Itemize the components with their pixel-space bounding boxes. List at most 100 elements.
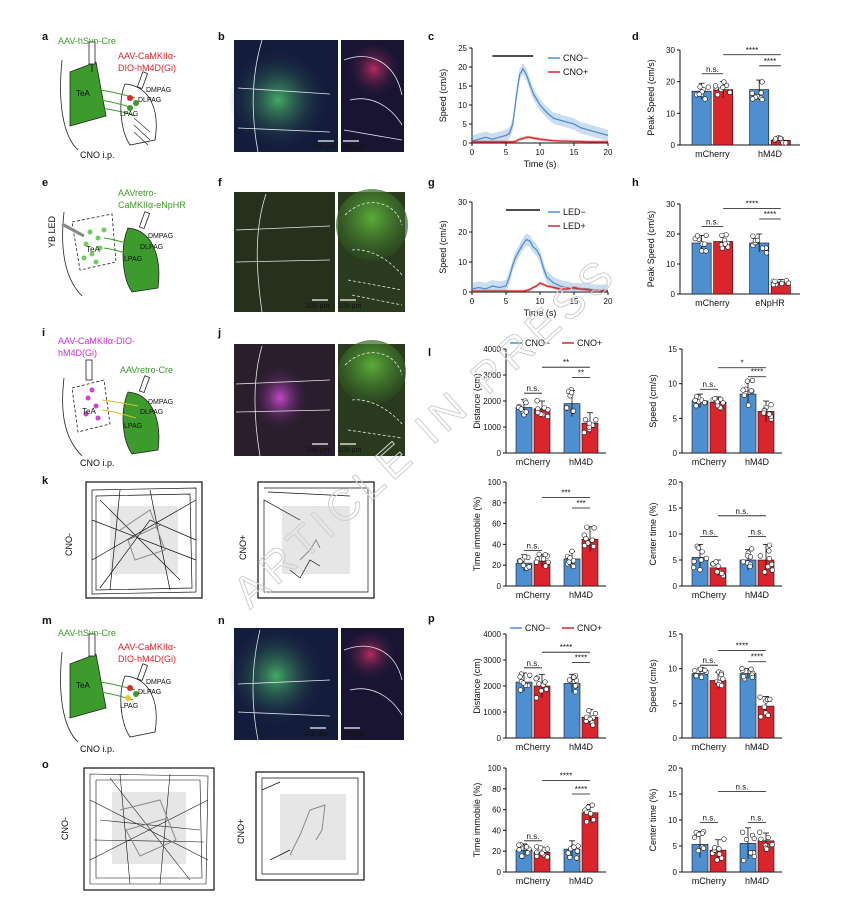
atlas-overlay bbox=[237, 629, 331, 741]
y-axis-label: Speed (cm/s) bbox=[438, 69, 448, 123]
data-point bbox=[711, 845, 718, 851]
y-tick-label: 0 bbox=[673, 734, 678, 743]
pag-dot bbox=[127, 95, 133, 101]
virus-label-1a: AAV-CaMKIIα-DIO- bbox=[58, 336, 135, 346]
data-point bbox=[572, 689, 579, 695]
y-tick-label: 20 bbox=[668, 478, 677, 487]
significance-label: n.s. bbox=[703, 528, 716, 537]
data-point bbox=[540, 556, 547, 562]
open-field-k: CNO- CNO+ bbox=[64, 481, 375, 599]
projection-lines bbox=[103, 237, 139, 257]
data-point bbox=[695, 847, 701, 854]
significance-label: n.s. bbox=[527, 659, 540, 668]
chart-c-speed-time: 0 5 10 15 20 25 Speed (cm/s) 0 5 10 15 20 Time (s) CN… bbox=[438, 44, 613, 169]
data-point bbox=[760, 410, 767, 416]
data-point bbox=[520, 562, 526, 569]
y-tick-label: 10 bbox=[668, 665, 677, 674]
data-point bbox=[763, 250, 770, 256]
pag-shape bbox=[122, 391, 160, 455]
syringe-icon bbox=[85, 359, 93, 381]
significance-label: ** bbox=[578, 369, 584, 378]
y-tick-label: 0 bbox=[497, 734, 502, 743]
panel-letter-e: e bbox=[42, 177, 48, 189]
data-point bbox=[519, 853, 525, 859]
data-point bbox=[536, 551, 542, 557]
significance-label: **** bbox=[746, 46, 758, 55]
y-tick-label: 20 bbox=[666, 230, 675, 239]
region-label-tea: TeA bbox=[86, 245, 100, 254]
movement-track bbox=[89, 773, 209, 885]
group-label: mCherry bbox=[692, 876, 727, 886]
movement-track bbox=[91, 487, 197, 595]
data-point bbox=[723, 232, 729, 238]
data-point bbox=[744, 378, 751, 384]
chart-l-distance: 0 1000 2000 3000 4000 Distance (cm) mCherry hM4… bbox=[472, 338, 606, 467]
data-point bbox=[692, 397, 698, 403]
brain-outline bbox=[60, 59, 79, 151]
data-point bbox=[766, 542, 773, 548]
y-tick-label: 30 bbox=[666, 46, 675, 55]
pag-dot bbox=[133, 691, 139, 697]
atlas-overlay bbox=[343, 56, 403, 141]
y-tick-label: 5 bbox=[673, 414, 678, 423]
data-point bbox=[749, 377, 756, 384]
chart-d-peak-speed: 0 10 20 30 Peak Speed (cm/s) mCherry hM4D n.s. *… bbox=[646, 46, 800, 159]
region-label-dlpag: DLPAG bbox=[138, 97, 161, 104]
histology-j: 100 µm 100 µm bbox=[234, 340, 406, 457]
significance-label: n.s. bbox=[527, 832, 540, 841]
y-tick-label: 30 bbox=[458, 198, 467, 207]
sem-band-minus bbox=[472, 63, 608, 144]
group-label: eNpHR bbox=[755, 298, 785, 308]
data-point bbox=[538, 845, 544, 851]
data-point bbox=[571, 674, 577, 680]
scale-label: 100 µm bbox=[312, 144, 336, 151]
data-point bbox=[516, 847, 522, 853]
data-point bbox=[740, 559, 746, 565]
data-point bbox=[765, 712, 771, 718]
y-tick-label: 0 bbox=[463, 139, 468, 148]
y-tick-label: 4000 bbox=[483, 345, 501, 354]
significance-label: **** bbox=[560, 771, 572, 780]
pag-dot bbox=[125, 695, 131, 701]
y-tick-label: 20 bbox=[458, 63, 467, 72]
data-point bbox=[697, 666, 703, 672]
data-point bbox=[517, 558, 523, 564]
data-point bbox=[777, 135, 784, 141]
panel-letter-n: n bbox=[218, 615, 225, 627]
panel-letter-l: l bbox=[428, 347, 431, 359]
data-point bbox=[573, 678, 580, 684]
y-tick-label: 20 bbox=[458, 228, 467, 237]
data-point bbox=[533, 695, 539, 701]
data-point bbox=[691, 564, 697, 571]
data-point bbox=[698, 248, 705, 254]
scale-label: 100 µm bbox=[304, 731, 328, 738]
significance-label: **** bbox=[764, 210, 776, 219]
data-point bbox=[699, 549, 705, 555]
data-point bbox=[696, 91, 702, 97]
cell-dots bbox=[81, 227, 107, 265]
y-tick-label: 10 bbox=[666, 109, 675, 118]
y-tick-label: 5 bbox=[463, 120, 468, 129]
atlas-overlay bbox=[344, 352, 403, 439]
data-point bbox=[694, 233, 701, 239]
group-label: mCherry bbox=[692, 742, 727, 752]
syringe-icon bbox=[136, 663, 149, 682]
y-axis-label: Peak Speed (cm/s) bbox=[646, 211, 656, 288]
movement-track bbox=[119, 799, 177, 857]
data-point bbox=[582, 543, 588, 549]
legend-label: LED− bbox=[563, 207, 586, 217]
significance-label: * bbox=[740, 359, 743, 368]
data-point bbox=[591, 525, 597, 531]
movement-track bbox=[119, 509, 166, 561]
data-point bbox=[749, 90, 755, 96]
virus-label-1: AAVretro- bbox=[118, 188, 157, 198]
brainstem-lines bbox=[133, 117, 151, 146]
data-point bbox=[697, 567, 703, 573]
y-tick-label: 40 bbox=[492, 540, 501, 549]
data-point bbox=[748, 666, 754, 672]
data-point bbox=[586, 420, 592, 426]
data-point bbox=[585, 540, 591, 546]
schematic-i: AAV-CaMKIIα-DIO- hM4D(Gi) AAVretro-Cre T… bbox=[58, 336, 173, 468]
scale-label: 100 µm bbox=[306, 447, 330, 454]
led-label: YB LED bbox=[47, 215, 57, 248]
